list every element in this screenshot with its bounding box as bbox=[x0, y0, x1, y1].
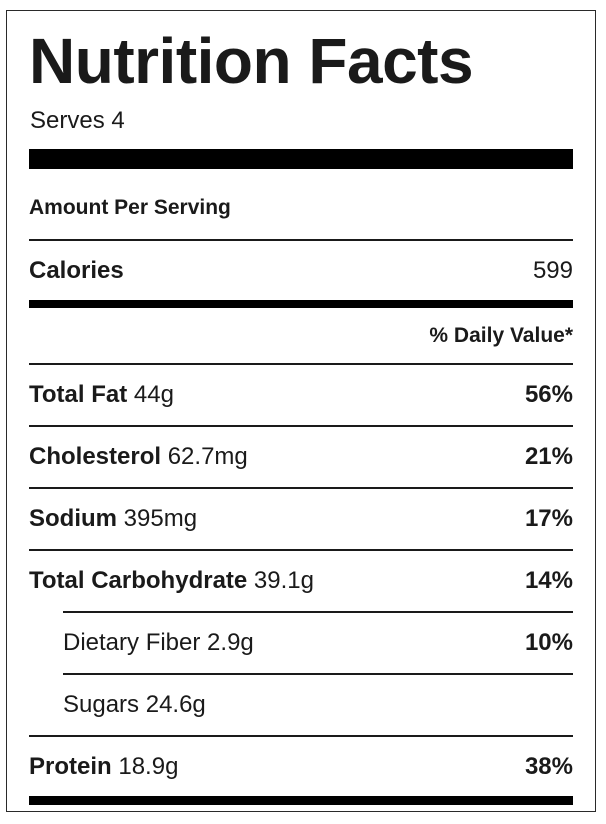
nutrient-amount: 44g bbox=[133, 381, 174, 408]
nutrient-daily-value: 38% bbox=[524, 753, 573, 780]
servings-text: Serves 4 bbox=[30, 107, 125, 134]
label-title: Nutrition Facts bbox=[29, 25, 474, 97]
nutrient-amount: 2.9g bbox=[207, 629, 254, 656]
nutrient-name: Dietary Fiber bbox=[63, 629, 201, 656]
nutrient-daily-value: 17% bbox=[524, 505, 573, 532]
indented-divider bbox=[63, 611, 573, 613]
divider bbox=[29, 425, 573, 427]
nutrient-name: Protein bbox=[29, 753, 112, 780]
divider bbox=[29, 549, 573, 551]
calories-value: 599 bbox=[532, 257, 573, 284]
nutrient-name: Sugars bbox=[63, 691, 140, 718]
nutrient-row-dietary-fiber: Dietary Fiber 2.9g 10% bbox=[63, 629, 573, 657]
divider bbox=[29, 363, 573, 365]
nutrient-row-total-carbohydrate: Total Carbohydrate 39.1g 14% bbox=[29, 567, 573, 595]
nutrient-row-total-fat: Total Fat 44g 56% bbox=[29, 381, 573, 409]
calories-label: Calories bbox=[29, 257, 124, 284]
divider bbox=[29, 735, 573, 737]
medium-divider bbox=[29, 300, 573, 308]
nutrient-amount: 62.7mg bbox=[167, 443, 248, 470]
nutrient-amount: 18.9g bbox=[118, 753, 179, 780]
nutrient-daily-value: 14% bbox=[524, 567, 573, 594]
nutrient-daily-value: 56% bbox=[524, 381, 573, 408]
nutrient-amount: 24.6g bbox=[145, 691, 206, 718]
indented-divider bbox=[63, 673, 573, 675]
nutrient-row-cholesterol: Cholesterol 62.7mg 21% bbox=[29, 443, 573, 471]
nutrient-daily-value: 10% bbox=[524, 629, 573, 656]
thick-divider bbox=[29, 149, 573, 169]
nutrient-amount: 39.1g bbox=[253, 567, 314, 594]
bottom-thick-divider bbox=[29, 796, 573, 805]
label-content: Nutrition Facts Serves 4 Amount Per Serv… bbox=[29, 11, 573, 811]
nutrient-name: Cholesterol bbox=[29, 443, 162, 470]
daily-value-header: % Daily Value* bbox=[429, 324, 573, 347]
divider bbox=[29, 239, 573, 241]
nutrient-name: Total Carbohydrate bbox=[29, 567, 248, 594]
nutrient-name: Total Fat bbox=[29, 381, 128, 408]
nutrient-name: Sodium bbox=[29, 505, 117, 532]
calories-row: Calories 599 bbox=[29, 257, 573, 285]
nutrient-amount: 395mg bbox=[123, 505, 198, 532]
divider bbox=[29, 487, 573, 489]
nutrient-row-sodium: Sodium 395mg 17% bbox=[29, 505, 573, 533]
nutrient-daily-value: 21% bbox=[524, 443, 573, 470]
nutrient-row-sugars: Sugars 24.6g bbox=[63, 691, 573, 719]
amount-per-serving-label: Amount Per Serving bbox=[29, 196, 231, 219]
nutrient-row-protein: Protein 18.9g 38% bbox=[29, 753, 573, 781]
nutrition-facts-label: Nutrition Facts Serves 4 Amount Per Serv… bbox=[6, 10, 596, 812]
